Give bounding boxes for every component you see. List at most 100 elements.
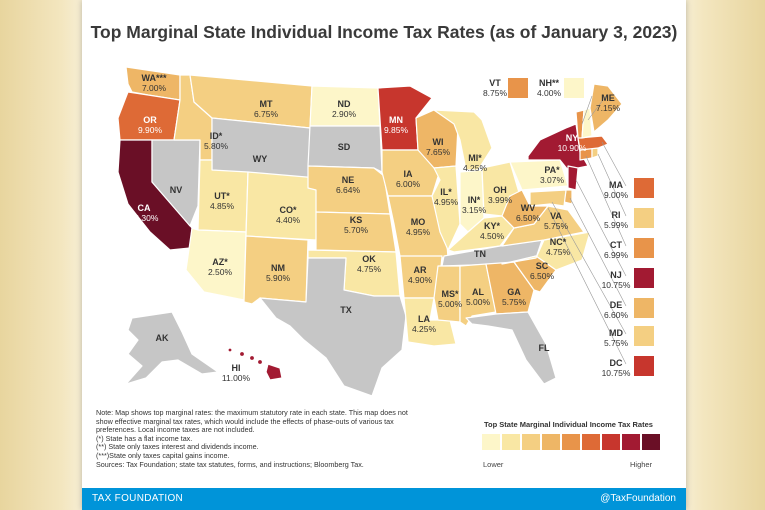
state-la[interactable] xyxy=(403,297,457,347)
state-nh[interactable] xyxy=(581,107,593,139)
callout-label-ri: RI 5.99% xyxy=(603,210,629,230)
label-va: VA 5.75% xyxy=(543,211,569,231)
state-tx[interactable] xyxy=(259,257,407,397)
legend-low-label: Lower xyxy=(483,460,504,469)
page-title: Top Marginal State Individual Income Tax… xyxy=(90,22,678,42)
label-ut: UT* 4.85% xyxy=(209,191,235,211)
state-me[interactable] xyxy=(589,83,623,133)
label-mn: MN 9.85% xyxy=(383,115,409,135)
label-al: AL 5.00% xyxy=(465,287,491,307)
legend-title: Top State Marginal Individual Income Tax… xyxy=(484,420,653,429)
legend-swatch-7 xyxy=(602,434,620,450)
label-ne: NE 6.64% xyxy=(335,175,361,195)
label-id: ID* 5.80% xyxy=(203,131,229,151)
label-mt: MT 6.75% xyxy=(253,99,279,119)
callout-label-de: DE 6.60% xyxy=(603,300,629,320)
label-in: IN* 3.15% xyxy=(461,195,487,215)
legend-swatch-5 xyxy=(562,434,580,450)
leader-line-nh xyxy=(587,95,607,121)
label-nm: NM 5.90% xyxy=(265,263,291,283)
footer-handle[interactable]: @TaxFoundation xyxy=(600,493,676,504)
label-sc: SC 6.50% xyxy=(529,261,555,281)
label-co: CO* 4.40% xyxy=(275,205,301,225)
leader-line-ri xyxy=(597,153,627,217)
label-ga: GA 5.75% xyxy=(501,287,527,307)
legend-scale xyxy=(482,434,662,450)
legend-swatch-2 xyxy=(502,434,520,450)
label-wv: WV 6.50% xyxy=(515,203,541,223)
note-sources: Sources: Tax Foundation; state tax statu… xyxy=(96,459,364,469)
callout-swatch-ri xyxy=(634,208,654,228)
callout-swatch-ct xyxy=(634,238,654,258)
state-ri[interactable] xyxy=(591,147,599,159)
label-mi: MI* 4.25% xyxy=(462,153,488,173)
label-mo: MO 4.95% xyxy=(405,217,431,237)
label-hi: HI 11.00% xyxy=(221,363,251,383)
legend-swatch-6 xyxy=(582,434,600,450)
label-pa: PA* 3.07% xyxy=(539,165,565,185)
state-nj[interactable] xyxy=(567,165,579,191)
label-nc: NC* 4.75% xyxy=(545,237,571,257)
callout-swatch-ma xyxy=(634,178,654,198)
callout-label-dc: DC 10.75% xyxy=(601,358,631,378)
label-wa: WA*** 7.00% xyxy=(141,73,167,93)
callout-swatch-dc xyxy=(634,356,654,376)
callout-label-md: MD 5.75% xyxy=(603,328,629,348)
callout-swatch-nh xyxy=(564,78,584,98)
callout-label-vt: VT 8.75% xyxy=(482,78,508,98)
callout-label-nh: NH** 4.00% xyxy=(536,78,562,98)
label-il: IL* 4.95% xyxy=(433,187,459,207)
callout-swatch-vt xyxy=(508,78,528,98)
legend-swatch-9 xyxy=(642,434,660,450)
note-interest-dividends: (**) State only taxes interest and divid… xyxy=(96,442,259,452)
label-ks: KS 5.70% xyxy=(343,215,369,235)
leader-line-nj xyxy=(575,179,627,277)
label-nv: NV xyxy=(169,185,183,195)
legend-swatch-3 xyxy=(522,434,540,450)
label-or: OR 9.90% xyxy=(137,115,163,135)
label-az: AZ* 2.50% xyxy=(207,257,233,277)
state-wv[interactable] xyxy=(501,189,549,229)
state-md[interactable] xyxy=(529,189,567,207)
footer-brand: TAX FOUNDATION xyxy=(92,493,184,504)
note-main: Note: Map shows top marginal rates: the … xyxy=(96,408,408,435)
legend-swatch-4 xyxy=(542,434,560,450)
label-fl: FL xyxy=(538,343,550,353)
label-ok: OK 4.75% xyxy=(356,254,382,274)
callout-swatch-de xyxy=(634,298,654,318)
state-sd[interactable] xyxy=(307,125,383,173)
us-map xyxy=(117,66,627,397)
label-ms: MS* 5.00% xyxy=(437,289,463,309)
callout-swatch-nj xyxy=(634,268,654,288)
label-ak: AK xyxy=(155,333,169,343)
callout-label-nj: NJ 10.75% xyxy=(601,270,631,290)
note-flat-tax: (*) State has a flat income tax. xyxy=(96,433,193,443)
callout-label-ct: CT 6.99% xyxy=(603,240,629,260)
state-hi[interactable] xyxy=(227,347,283,381)
legend-swatch-1 xyxy=(482,434,500,450)
state-il[interactable] xyxy=(431,165,461,251)
legend-swatch-8 xyxy=(622,434,640,450)
label-me: ME 7.15% xyxy=(595,93,621,113)
state-ms[interactable] xyxy=(433,265,461,323)
state-ma[interactable] xyxy=(577,135,609,151)
label-ky: KY* 4.50% xyxy=(479,221,505,241)
footer-bar: TAX FOUNDATION @TaxFoundation xyxy=(82,488,686,510)
state-fl[interactable] xyxy=(465,311,557,385)
note-capital-gains: (***)State only taxes capital gains inco… xyxy=(96,450,230,460)
label-ar: AR 4.90% xyxy=(407,265,433,285)
label-tx: TX xyxy=(340,305,352,315)
callout-label-ma: MA 9.00% xyxy=(603,180,629,200)
label-ia: IA 6.00% xyxy=(395,169,421,189)
leader-line-de xyxy=(569,197,627,307)
label-wi: WI 7.65% xyxy=(425,137,451,157)
state-ak[interactable] xyxy=(125,311,219,385)
infographic-card: Top Marginal State Individual Income Tax… xyxy=(82,0,686,510)
callout-swatch-md xyxy=(634,326,654,346)
label-sd: SD xyxy=(337,142,351,152)
state-nc[interactable] xyxy=(501,231,591,271)
notes-block: Note: Map shows top marginal rates: the … xyxy=(96,408,426,469)
label-nd: ND 2.90% xyxy=(331,99,357,119)
label-ny: NY 10.90% xyxy=(557,133,587,153)
leader-line-ma xyxy=(601,141,627,187)
